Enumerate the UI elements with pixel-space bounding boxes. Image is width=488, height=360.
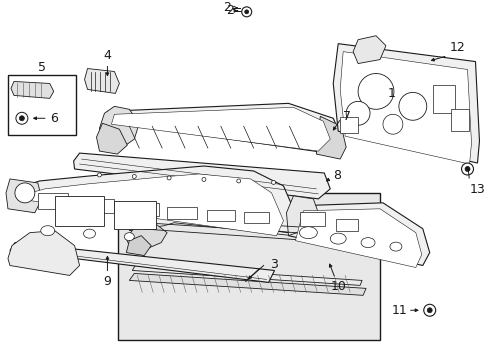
Bar	[114, 201, 156, 229]
Circle shape	[20, 116, 24, 121]
Text: 11: 11	[391, 304, 407, 317]
Circle shape	[167, 176, 171, 180]
Circle shape	[357, 73, 393, 109]
Bar	[38, 193, 67, 209]
Circle shape	[241, 7, 251, 17]
Polygon shape	[295, 209, 421, 267]
Bar	[124, 203, 159, 216]
Polygon shape	[126, 236, 151, 256]
Text: 13: 13	[468, 183, 484, 196]
Text: 10: 10	[329, 280, 346, 293]
Circle shape	[16, 112, 28, 124]
Polygon shape	[111, 107, 329, 151]
Ellipse shape	[83, 229, 95, 238]
Bar	[206, 210, 234, 221]
Ellipse shape	[299, 227, 317, 239]
Polygon shape	[96, 123, 127, 154]
Polygon shape	[99, 106, 139, 146]
Ellipse shape	[389, 242, 401, 251]
Bar	[167, 207, 197, 219]
Text: 12: 12	[448, 41, 465, 54]
Circle shape	[346, 102, 369, 125]
Bar	[450, 109, 468, 131]
Polygon shape	[8, 231, 80, 275]
Text: 4: 4	[103, 49, 111, 62]
Circle shape	[423, 304, 435, 316]
Text: 7: 7	[343, 110, 350, 123]
Circle shape	[202, 177, 205, 181]
Circle shape	[382, 114, 402, 134]
Circle shape	[97, 173, 101, 177]
Circle shape	[15, 183, 35, 203]
Bar	[75, 199, 114, 213]
Circle shape	[132, 175, 136, 179]
Polygon shape	[84, 68, 119, 93]
Circle shape	[461, 163, 472, 175]
Text: 9: 9	[103, 275, 111, 288]
Bar	[336, 219, 357, 231]
Circle shape	[236, 179, 240, 183]
Bar	[55, 196, 104, 226]
Text: 6: 6	[50, 112, 58, 125]
Text: 2: 2	[225, 4, 233, 17]
Polygon shape	[340, 51, 470, 164]
Polygon shape	[316, 116, 346, 159]
Polygon shape	[129, 201, 372, 246]
Polygon shape	[288, 203, 429, 265]
Polygon shape	[10, 243, 274, 282]
Bar	[243, 212, 268, 223]
Polygon shape	[126, 223, 167, 249]
Bar	[8, 76, 76, 135]
Ellipse shape	[41, 226, 55, 236]
Bar	[340, 117, 357, 133]
Polygon shape	[347, 223, 375, 253]
Polygon shape	[8, 166, 296, 233]
Bar	[432, 85, 454, 113]
Text: 5: 5	[38, 62, 46, 75]
Ellipse shape	[360, 238, 374, 248]
Polygon shape	[74, 153, 329, 199]
Polygon shape	[132, 265, 361, 285]
Text: 1: 1	[387, 87, 395, 100]
Text: 8: 8	[332, 170, 341, 183]
Polygon shape	[366, 216, 379, 247]
Polygon shape	[129, 274, 366, 295]
Circle shape	[244, 10, 248, 14]
Circle shape	[427, 308, 431, 313]
Ellipse shape	[124, 233, 134, 240]
Bar	[118, 193, 379, 340]
Polygon shape	[104, 103, 343, 153]
Bar	[300, 212, 325, 226]
Ellipse shape	[329, 233, 346, 244]
Polygon shape	[332, 44, 478, 163]
Circle shape	[398, 93, 426, 120]
Circle shape	[464, 167, 469, 171]
Polygon shape	[286, 196, 318, 236]
Polygon shape	[6, 179, 41, 213]
Circle shape	[271, 180, 275, 184]
Polygon shape	[16, 174, 283, 236]
Text: 2: 2	[223, 1, 230, 14]
Polygon shape	[352, 36, 385, 64]
Text: 3: 3	[270, 258, 278, 271]
Polygon shape	[11, 81, 54, 98]
